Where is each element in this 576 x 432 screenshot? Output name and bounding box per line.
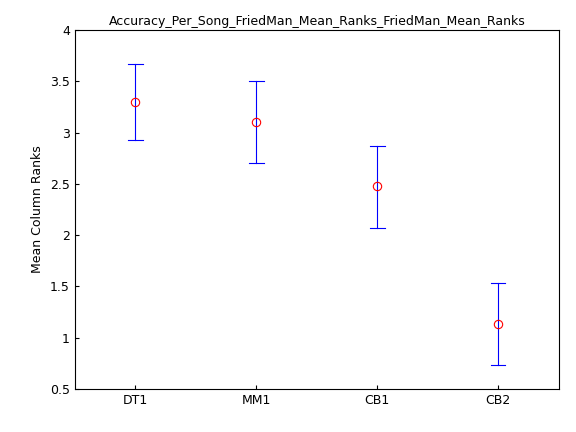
- Title: Accuracy_Per_Song_FriedMan_Mean_Ranks_FriedMan_Mean_Ranks: Accuracy_Per_Song_FriedMan_Mean_Ranks_Fr…: [108, 15, 525, 28]
- Y-axis label: Mean Column Ranks: Mean Column Ranks: [32, 146, 44, 273]
